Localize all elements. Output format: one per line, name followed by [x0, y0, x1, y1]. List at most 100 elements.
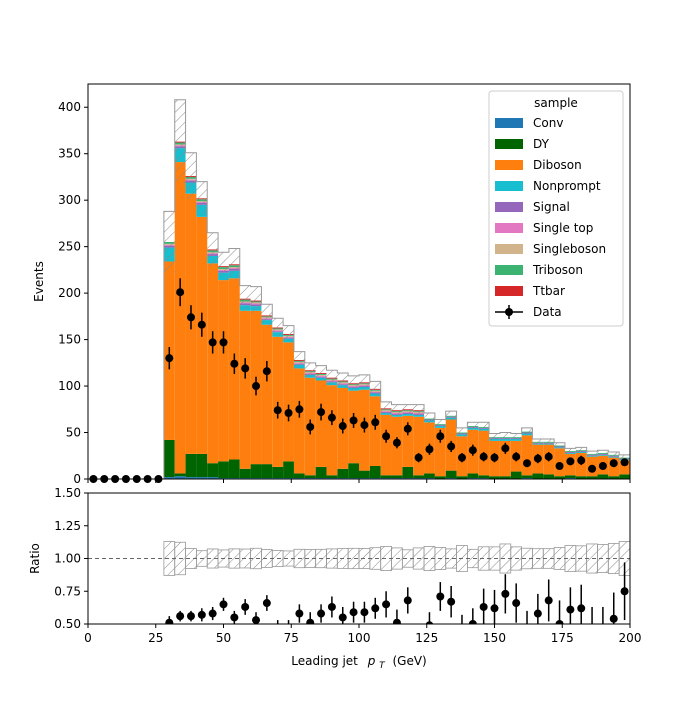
bar-dy: [478, 475, 490, 479]
x-axis-label-unit: (GeV): [392, 654, 426, 668]
bar-diboson: [293, 368, 305, 474]
uncertainty-band: [272, 318, 284, 337]
uncertainty-band: [391, 404, 403, 416]
x-axis-label: Leading jet p T (GeV): [291, 654, 427, 671]
bar-dy: [185, 453, 197, 478]
ratio-point: [599, 627, 607, 635]
bar-dy: [293, 473, 305, 479]
x-axis-label-text: Leading jet: [291, 654, 358, 668]
uncertainty-band: [163, 211, 175, 273]
bar-diboson: [369, 396, 381, 466]
uncertainty-band: [478, 422, 490, 432]
bar-dy: [163, 439, 175, 478]
data-point: [295, 405, 304, 414]
ratio-point: [338, 613, 347, 622]
bar-conv: [207, 477, 219, 479]
data-point: [176, 288, 185, 297]
legend-label: Data: [533, 305, 562, 319]
ratio-y-tick-label: 1.25: [54, 519, 81, 533]
y-tick-label: 100: [58, 379, 81, 393]
ratio-point: [252, 616, 261, 624]
data-point: [479, 452, 488, 461]
bar-diboson: [283, 342, 294, 462]
y-tick-label: 250: [58, 240, 81, 254]
data-point: [230, 359, 239, 368]
data-point: [186, 313, 195, 322]
y-axis-label: Events: [32, 261, 46, 302]
uncertainty-band: [402, 404, 414, 414]
ratio-point: [620, 587, 629, 596]
ratio-y-tick-label: 0.75: [54, 584, 81, 598]
data-point: [457, 453, 466, 462]
ratio-point: [317, 609, 326, 618]
bar-dy: [250, 464, 262, 479]
bar-diboson: [326, 385, 338, 476]
bar-dy: [445, 470, 457, 479]
legend-label: DY: [533, 137, 550, 151]
bar-dy: [391, 475, 403, 479]
ratio-point: [533, 609, 542, 618]
bar-dy: [467, 473, 479, 479]
uncertainty-band: [348, 375, 359, 391]
ratio-point: [360, 608, 369, 617]
data-point: [544, 452, 553, 461]
legend-label: Signal: [533, 200, 570, 214]
uncertainty-band: [521, 427, 533, 436]
data-point: [252, 382, 261, 391]
legend-swatch: [495, 223, 523, 233]
data-point: [165, 354, 174, 363]
uncertainty-band: [564, 448, 576, 454]
uncertainty-band: [369, 381, 381, 397]
bar-dy: [196, 453, 208, 478]
ratio-point: [447, 597, 456, 606]
uncertainty-band: [510, 433, 522, 441]
x-tick-label: 75: [284, 631, 299, 645]
bar-dy: [564, 475, 576, 479]
y-tick-label: 0: [73, 472, 81, 486]
bar-diboson: [402, 415, 414, 467]
legend-label: Conv: [533, 116, 563, 130]
ratio-point: [566, 605, 575, 614]
data-point: [403, 424, 412, 433]
bar-diboson: [239, 310, 251, 469]
x-tick-label: 125: [415, 631, 438, 645]
uncertainty-band: [467, 422, 479, 430]
legend: sample Conv DY Diboson Nonprompt Signal Single…: [488, 90, 624, 327]
uncertainty-band: [434, 419, 446, 429]
uncertainty-band: [586, 451, 598, 457]
legend-label: Triboson: [532, 263, 583, 277]
bar-dy: [239, 468, 251, 479]
bar-diboson: [521, 435, 533, 476]
bar-nonprompt: [402, 413, 414, 416]
y-tick-label: 50: [66, 426, 81, 440]
y-tick-label: 150: [58, 333, 81, 347]
data-point: [197, 320, 206, 329]
legend-label: Nonprompt: [533, 179, 601, 193]
bar-dy: [348, 463, 359, 479]
bar-dy: [272, 466, 284, 479]
ratio-point: [468, 620, 477, 624]
uncertainty-band: [359, 374, 370, 390]
data-point: [598, 461, 607, 470]
data-point: [501, 444, 510, 453]
ratio-point: [588, 627, 596, 635]
uncertainty-band: [499, 432, 511, 442]
data-point: [241, 364, 250, 373]
legend-label: Singleboson: [533, 242, 606, 256]
uncertainty-band: [413, 404, 425, 416]
legend-swatch: [495, 286, 523, 296]
uncertainty-band: [532, 439, 544, 445]
main-panel: 0 50 100 150 200 250 300 350 400 Events: [32, 83, 631, 486]
data-point: [360, 421, 369, 430]
data-point: [588, 464, 597, 473]
uncertainty-band: [283, 325, 294, 343]
data-point: [208, 338, 217, 347]
data-point: [555, 461, 564, 470]
bar-diboson: [380, 414, 392, 476]
ratio-point: [458, 627, 466, 635]
bar-dy: [369, 465, 381, 479]
x-axis-label-sub: T: [379, 661, 386, 671]
legend-label: Single top: [533, 221, 593, 235]
uncertainty-band: [619, 454, 630, 461]
uncertainty-band: [575, 447, 587, 453]
